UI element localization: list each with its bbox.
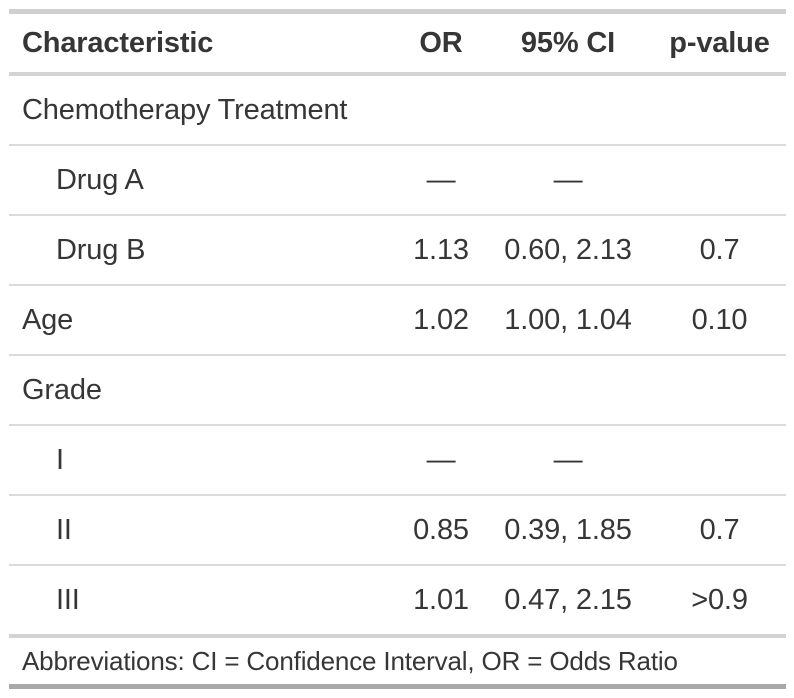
table-row: Chemotherapy Treatment xyxy=(9,74,786,146)
column-header-95ci: 95% CI xyxy=(483,9,653,76)
header-row: Characteristic OR 95% CI p-value xyxy=(9,9,786,76)
row-label: Drug A xyxy=(9,145,399,216)
table-footer: Abbreviations: CI = Confidence Interval,… xyxy=(9,636,786,689)
row-ci-value: 0.39, 1.85 xyxy=(483,495,653,566)
row-or-value: 1.02 xyxy=(399,285,483,356)
summary-table-container: Characteristic OR 95% CI p-value Chemoth… xyxy=(9,9,786,689)
footnote-row: Abbreviations: CI = Confidence Interval,… xyxy=(9,636,786,689)
row-ci-value: 0.47, 2.15 xyxy=(483,565,653,638)
column-header-or: OR xyxy=(399,9,483,76)
column-header-characteristic: Characteristic xyxy=(9,9,399,76)
row-pvalue xyxy=(653,425,786,496)
table-row: Grade xyxy=(9,355,786,426)
row-or-value: — xyxy=(399,425,483,496)
row-ci-value: — xyxy=(483,145,653,216)
table-header: Characteristic OR 95% CI p-value xyxy=(9,9,786,76)
regression-summary-table: Characteristic OR 95% CI p-value Chemoth… xyxy=(9,9,786,689)
row-or-value: 0.85 xyxy=(399,495,483,566)
abbreviations-footnote: Abbreviations: CI = Confidence Interval,… xyxy=(9,636,786,689)
row-pvalue xyxy=(653,145,786,216)
row-label: Chemotherapy Treatment xyxy=(9,74,399,146)
row-pvalue: 0.10 xyxy=(653,285,786,356)
row-ci-value: 0.60, 2.13 xyxy=(483,215,653,286)
table-row: Drug A — — xyxy=(9,145,786,216)
row-pvalue: 0.7 xyxy=(653,495,786,566)
row-ci-value: — xyxy=(483,425,653,496)
table-row: I — — xyxy=(9,425,786,496)
table-row: Age 1.02 1.00, 1.04 0.10 xyxy=(9,285,786,356)
table-row: Drug B 1.13 0.60, 2.13 0.7 xyxy=(9,215,786,286)
row-label: I xyxy=(9,425,399,496)
table-row: III 1.01 0.47, 2.15 >0.9 xyxy=(9,565,786,638)
row-or-value: 1.13 xyxy=(399,215,483,286)
row-or-value xyxy=(399,74,483,146)
row-ci-value xyxy=(483,355,653,426)
row-pvalue xyxy=(653,355,786,426)
row-pvalue: >0.9 xyxy=(653,565,786,638)
row-ci-value xyxy=(483,74,653,146)
column-header-pvalue: p-value xyxy=(653,9,786,76)
row-ci-value: 1.00, 1.04 xyxy=(483,285,653,356)
row-label: III xyxy=(9,565,399,638)
row-label: Grade xyxy=(9,355,399,426)
row-pvalue: 0.7 xyxy=(653,215,786,286)
row-or-value: 1.01 xyxy=(399,565,483,638)
row-or-value: — xyxy=(399,145,483,216)
row-or-value xyxy=(399,355,483,426)
row-label: Age xyxy=(9,285,399,356)
row-pvalue xyxy=(653,74,786,146)
row-label: Drug B xyxy=(9,215,399,286)
table-body: Chemotherapy Treatment Drug A — — Drug B 1.13… xyxy=(9,74,786,638)
table-row: II 0.85 0.39, 1.85 0.7 xyxy=(9,495,786,566)
row-label: II xyxy=(9,495,399,566)
